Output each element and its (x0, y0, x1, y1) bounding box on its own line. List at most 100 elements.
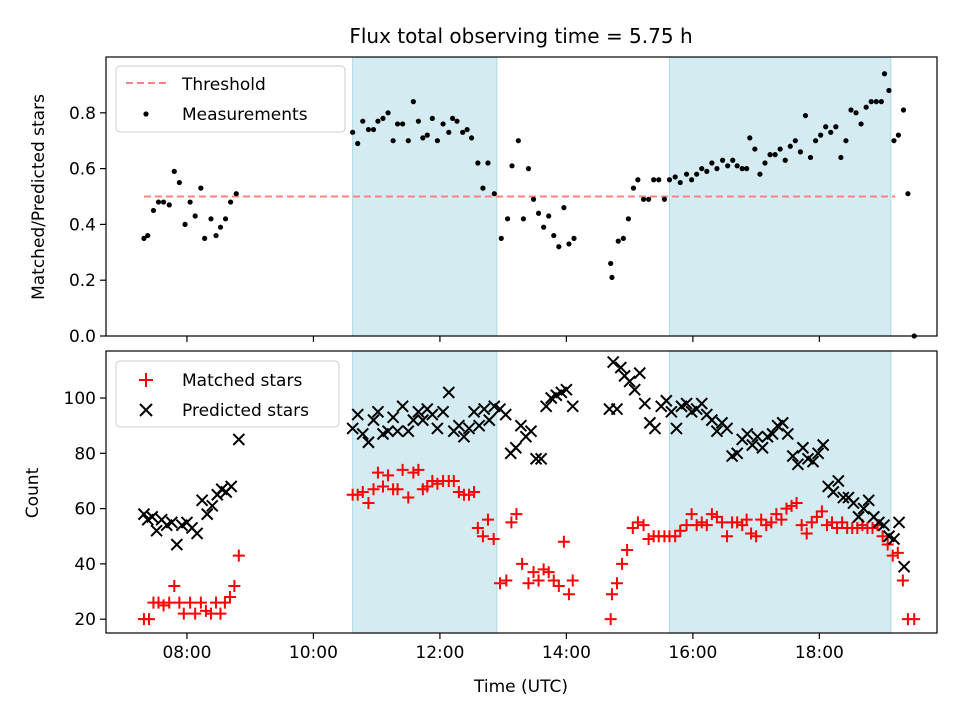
measurement-point (454, 118, 460, 124)
measurement-point (853, 110, 859, 116)
measurement-point (630, 185, 637, 191)
matched-star-point (516, 557, 529, 570)
predicted-star-point (680, 397, 693, 410)
measurement-point (739, 166, 745, 172)
matched-star-point (750, 530, 763, 543)
matched-star-point (537, 563, 550, 576)
predicted-star-point (362, 436, 375, 449)
measurement-point (213, 232, 219, 239)
predicted-star-point (877, 518, 891, 532)
measurement-point (858, 121, 864, 127)
measurement-point (561, 205, 567, 211)
matched-star-point (715, 516, 728, 529)
matched-star-point (637, 519, 650, 532)
matched-star-point (562, 588, 575, 601)
top-x-axis-ticks (186, 336, 820, 342)
matched-star-point (780, 502, 793, 515)
matched-star-point (396, 463, 409, 476)
matched-star-point (836, 516, 849, 529)
top-y-tick-label: 0.4 (69, 215, 96, 235)
predicted-stars-legend-swatch (139, 403, 153, 417)
measurement-point (420, 135, 426, 141)
measurement-point (704, 168, 710, 174)
matched-star-point (680, 519, 693, 532)
predicted-star-point (412, 405, 425, 419)
measurement-point (609, 274, 615, 281)
matched-star-point (881, 538, 894, 551)
predicted-star-point (614, 361, 627, 374)
measurement-point (202, 235, 208, 241)
measurement-point (198, 185, 204, 191)
predicted-star-point (396, 400, 409, 413)
matched-star-point (700, 519, 713, 532)
matched-star-point (710, 510, 723, 523)
measurement-point (222, 216, 229, 222)
matched-star-point (765, 516, 778, 529)
matched-star-point (223, 591, 236, 604)
top-legend: Threshold Measurements (115, 65, 346, 133)
predicted-star-point (606, 355, 620, 369)
predicted-star-point (796, 441, 810, 454)
matched-star-point (431, 477, 444, 490)
measurement-point (828, 129, 834, 135)
matched-star-point (143, 613, 156, 626)
measurement-point (475, 160, 481, 166)
measurement-point (498, 235, 504, 241)
predicted-star-point (232, 433, 246, 446)
predicted-star-point (786, 449, 800, 463)
matched-star-point (194, 596, 207, 609)
matched-star-point (621, 544, 634, 557)
measurement-point (807, 154, 814, 161)
predicted-star-point (225, 480, 238, 493)
measurement-point (485, 160, 491, 166)
matched-star-point (391, 483, 404, 496)
predicted-star-point (145, 510, 159, 524)
predicted-star-point (165, 516, 178, 529)
bottom-y-tick-label: 40 (74, 555, 96, 575)
matched-star-point (731, 516, 744, 529)
measurement-point (208, 216, 214, 222)
matched-star-point (542, 566, 555, 579)
measurement-point (802, 112, 809, 119)
measurement-point (464, 126, 470, 133)
measurement-point (227, 199, 234, 205)
predicted-star-point (628, 383, 641, 396)
matched-star-point (800, 527, 813, 540)
matched-star-point (157, 599, 170, 612)
matched-star-point (367, 483, 380, 496)
measurement-point (863, 104, 869, 110)
predicted-star-point (623, 375, 636, 388)
matched-star-point (795, 519, 808, 532)
measurement-point (646, 196, 652, 202)
predicted-star-point (499, 408, 512, 421)
predicted-star-point (346, 422, 359, 435)
measurement-point (480, 185, 486, 191)
measurement-point (400, 121, 406, 127)
measurement-point (787, 143, 793, 149)
predicted-star-point (195, 494, 209, 507)
predicted-star-point (200, 507, 214, 521)
measurement-point (350, 129, 356, 135)
matched-star-point (463, 488, 476, 501)
measurement-point (792, 138, 798, 144)
matched-star-point (674, 524, 687, 537)
matched-star-point (815, 505, 828, 518)
matched-star-point (493, 577, 506, 590)
matched-star-point (760, 519, 773, 532)
matched-star-point (481, 513, 494, 526)
measurement-point (155, 199, 162, 205)
matched-star-point (228, 580, 241, 592)
top-measurement-points (141, 71, 917, 339)
matched-star-point (866, 521, 879, 534)
matched-star-point (487, 533, 500, 545)
measurement-point (878, 99, 884, 105)
measurement-point (709, 160, 715, 166)
matched-star-point (810, 510, 823, 523)
measurement-point (515, 138, 521, 144)
predicted-star-point (892, 516, 906, 529)
predicted-star-point (436, 405, 450, 419)
bottom-y-tick-label: 80 (74, 444, 96, 464)
predicted-star-point (791, 458, 805, 471)
matched-star-point (820, 519, 833, 532)
measurement-point (886, 87, 892, 94)
